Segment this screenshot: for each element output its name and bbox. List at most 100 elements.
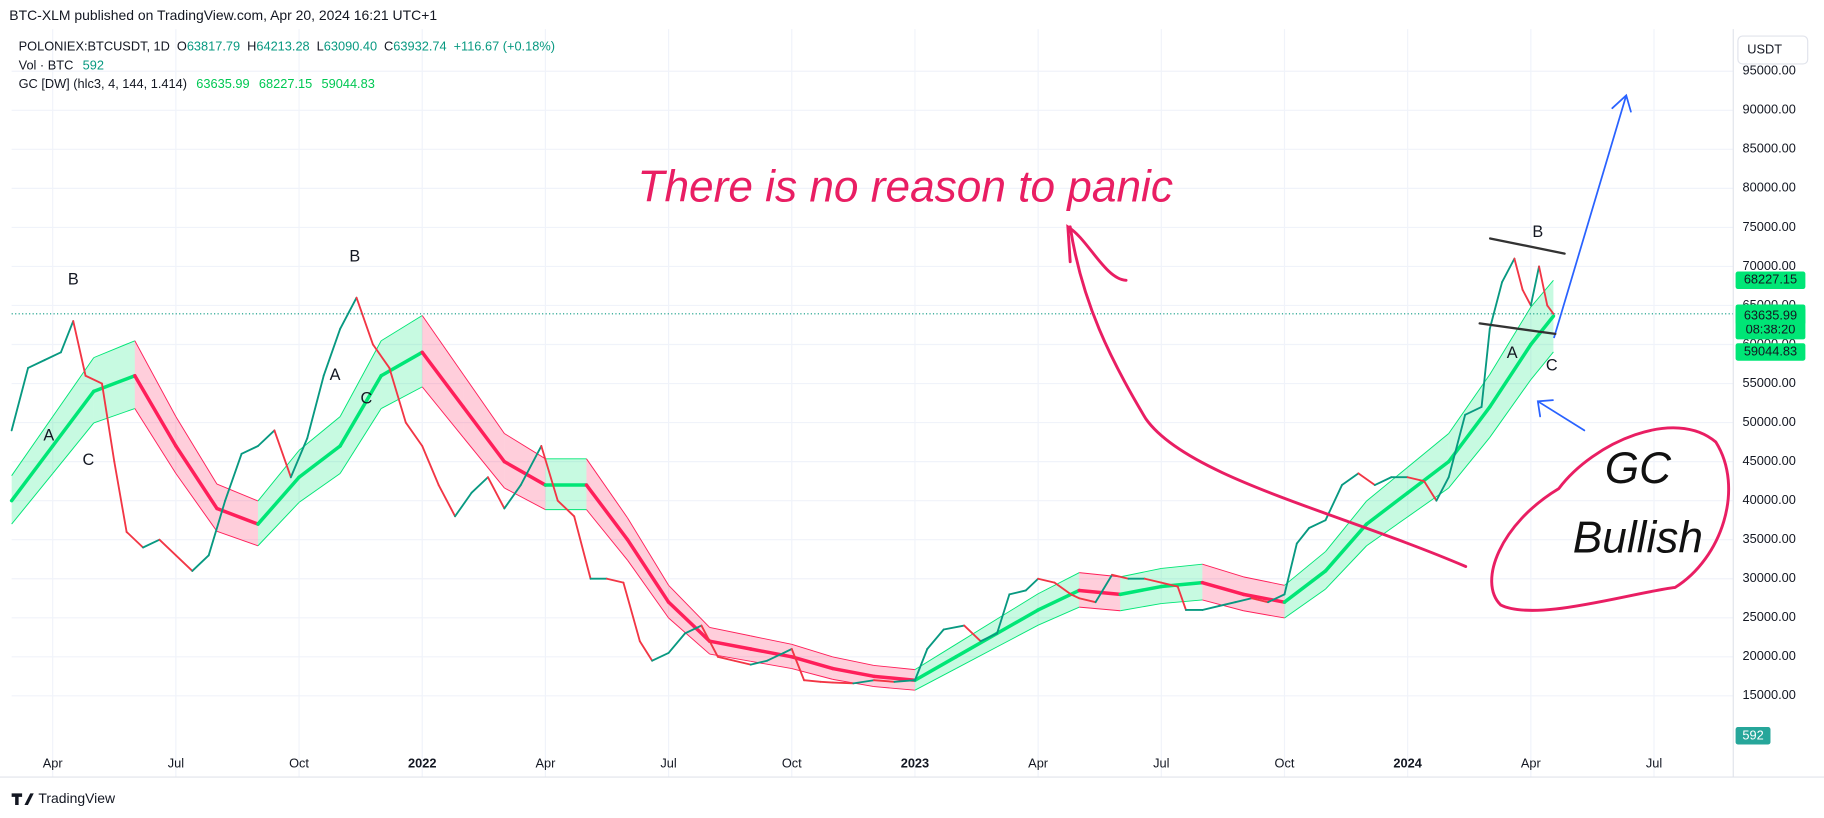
gc-band-edge [93,340,135,359]
gc-band [9,279,1556,691]
x-tick-label: 2023 [901,756,929,771]
price-segment [191,554,210,572]
gc-band-edge [462,374,505,434]
price-segment [421,445,440,486]
gc-band-segment [1489,307,1531,438]
gc-band-edge [1161,563,1203,569]
gc-mid-line [174,444,219,511]
price-segment [1488,281,1504,330]
gc-mid-line [872,674,917,682]
gc-band-edge [52,357,95,417]
gc-band-edge [175,416,218,485]
price-segment [43,351,62,362]
y-tick-label: 55000.00 [1743,375,1796,390]
gc-band-edge [955,646,998,669]
price-segment [1008,589,1027,596]
x-tick-label: Apr [1521,756,1542,771]
price-segment [1435,476,1450,502]
x-tick-label: Jul [1153,756,1169,771]
gc-mid-line [625,537,671,604]
gc-band-segment [1448,374,1490,488]
gc-mid-line [461,405,507,464]
price-segment [996,593,1011,635]
price-segment [1546,304,1555,315]
gc-band-edge [216,530,259,547]
gc-mid-line [215,506,260,526]
price-segment [1176,585,1187,611]
gc-band-edge [1489,306,1532,375]
gc-band-edge [1079,606,1121,612]
currency-button[interactable] [1737,35,1809,65]
price-segment [339,296,358,330]
gc-band-edge [93,408,135,424]
gc-band-edge [257,502,300,547]
price-segment [1308,519,1327,529]
gc-band-segment [175,416,217,532]
price-segment [84,374,103,385]
price-badge [1735,307,1806,325]
brand: TradingView [38,790,116,806]
price-segment [1357,472,1376,486]
wave-label: B [1532,223,1543,241]
gc-band-segment [463,374,505,488]
price-segment [1447,413,1467,479]
gc-mid-line [50,389,96,448]
gc-band-edge [668,617,710,655]
price-segment [257,429,276,447]
price-segment [893,679,916,683]
gc-band-edge [380,386,423,409]
annotation: There is no reason to panic [637,162,1172,211]
gc-mid-line [1529,314,1556,347]
gc-mid-line [707,639,753,651]
gc-mid-line [1118,584,1164,597]
gc-mid-line [1488,342,1533,409]
price-segment [1053,581,1072,596]
gc-band-edge [1530,279,1554,308]
y-tick-label: 20000.00 [1743,648,1796,663]
price-segment [819,680,834,684]
y-tick-label: 75000.00 [1743,219,1796,234]
gc-band-edge [11,473,54,525]
gc-band-edge [1161,599,1203,604]
x-tick-label: Apr [43,756,64,771]
price-segment [224,452,243,502]
gc-band-edge [216,483,259,502]
price-segment [1521,288,1532,307]
price-segment [700,624,719,658]
gc-band-edge [996,593,1039,620]
wave-label: C [1546,357,1558,375]
gc-band-edge [175,473,218,532]
price-segment [573,515,592,580]
gc-band-edge [1325,545,1367,590]
gc-band-edge [421,386,464,438]
price-segment [651,651,670,662]
y-tick-label: 15000.00 [1743,687,1796,702]
grid [11,29,1734,778]
y-tick-label: 40000.00 [1743,492,1796,507]
currency[interactable]: USDT [1747,41,1782,56]
wave-label: C [83,451,95,469]
gc-band-edge [1037,572,1080,595]
price-segment [803,679,822,683]
gc-band-edge [1407,433,1450,468]
price-segment [556,499,576,518]
gc-mid-line [9,444,55,503]
gc-band-edge [750,635,792,645]
y-tick-label: 35000.00 [1743,531,1796,546]
gc-band-edge [627,559,669,619]
gc-band-segment [134,340,176,474]
x-tick-label: Jul [1646,756,1662,771]
gc-band-edge [1202,563,1244,578]
brand-logo [11,793,34,805]
gc-mid-line [748,647,794,659]
y-tick-label: 25000.00 [1743,609,1796,624]
volume-badge-text: 592 [1742,728,1763,743]
gc-band-edge [586,458,628,519]
x-tick-label: 2024 [1393,756,1422,771]
price-segment [963,624,982,643]
wave-label: B [349,247,360,265]
gc-band-segment [422,315,464,438]
wave-label: A [1507,344,1518,362]
price-segment [622,581,641,643]
price-segment [59,320,75,354]
